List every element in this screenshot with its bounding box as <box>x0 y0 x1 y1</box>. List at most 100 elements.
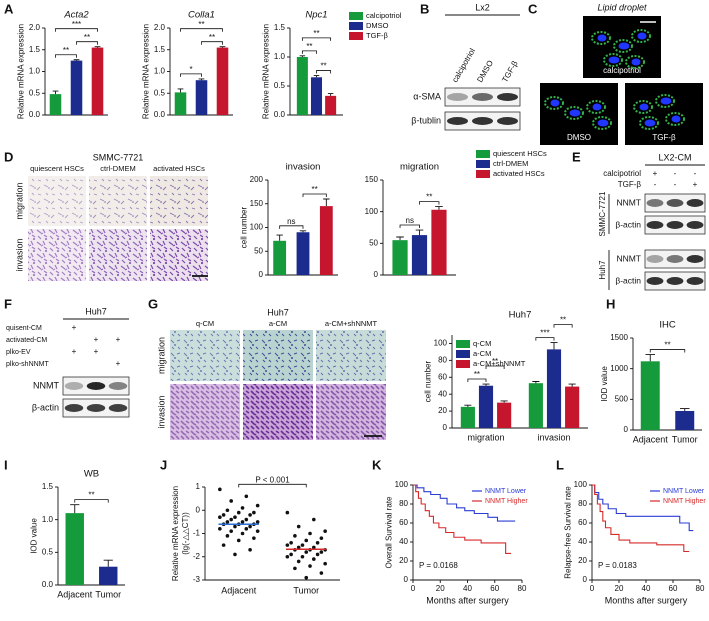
column-label: a-CM+shNNMT <box>325 319 378 328</box>
survival-line <box>592 484 690 553</box>
y-axis-label: Relative mRNA expression <box>142 24 151 119</box>
data-point <box>293 534 297 538</box>
data-point <box>319 571 324 575</box>
bar <box>565 386 580 428</box>
micrograph <box>170 330 240 381</box>
data-point <box>252 510 256 515</box>
panel-letter: C <box>528 1 538 16</box>
significance-label: * <box>189 65 192 74</box>
legend-swatch <box>476 170 490 178</box>
lane-label: calcipotriol <box>450 47 477 84</box>
data-point <box>244 527 249 531</box>
significance-label: ns <box>287 217 295 226</box>
y-axis-label: Relative mRNA expression <box>262 24 271 119</box>
condition-label: TGF-β <box>618 180 642 189</box>
x-tick-label: 80 <box>696 584 705 593</box>
x-tick-label: invasion <box>537 432 570 442</box>
y-tick-label: 500 <box>615 394 629 403</box>
y-axis-label: cell number <box>240 206 249 248</box>
y-tick-label: 60 <box>399 518 408 527</box>
error-bar <box>73 59 80 61</box>
blot-title: LX2-CM <box>658 152 691 162</box>
bar <box>70 60 83 115</box>
data-point <box>248 513 252 517</box>
condition-mark: + <box>72 323 77 332</box>
lipid-stain <box>591 31 611 45</box>
y-tick-label: 0.0 <box>29 110 41 119</box>
error-bar <box>177 88 184 93</box>
x-tick-label: Adjacent <box>633 434 669 444</box>
bar <box>49 94 62 115</box>
error-bar <box>645 354 655 362</box>
row-label: β-actin <box>615 219 641 229</box>
micrograph-tone <box>28 229 86 281</box>
lipid-stain <box>655 94 675 108</box>
legend-label: quiescent HSCs <box>493 149 547 158</box>
significance-bracket <box>302 193 327 197</box>
chart-title: IHC <box>659 320 676 331</box>
chart-title: WB <box>84 469 99 480</box>
data-point <box>289 552 293 557</box>
row-label: NNMT <box>616 253 641 263</box>
legend-label: a-CM <box>473 349 491 358</box>
legend-swatch <box>476 160 490 168</box>
legend-label: NNMT Higher <box>485 498 528 505</box>
y-tick-label: 1.0 <box>42 515 54 524</box>
blot-band <box>447 117 468 125</box>
nucleus <box>660 97 672 105</box>
condition-label: plko-shNNMT <box>6 361 50 368</box>
y-tick-label: 1 <box>196 482 201 491</box>
bar <box>195 80 208 115</box>
micrograph-tone <box>316 384 386 440</box>
significance-label: ** <box>313 29 319 38</box>
y-axis-label: Relapse-free Survival rate <box>564 486 573 579</box>
x-tick-label: Tumor <box>293 585 319 595</box>
bar <box>497 402 512 428</box>
data-point <box>240 520 245 524</box>
column-label: activated HSCs <box>153 164 205 173</box>
y-tick-label: 150 <box>250 199 264 208</box>
blot-band <box>666 277 684 285</box>
nucleus <box>671 115 681 123</box>
data-point <box>296 524 301 529</box>
panel-letter: F <box>4 296 12 311</box>
significance-label: *** <box>540 329 549 338</box>
image-label: calcipotriol <box>603 66 641 75</box>
y-axis-label: cell number <box>424 360 433 402</box>
row-label: NNMT <box>616 197 641 207</box>
y-tick-label: 0 <box>404 575 409 584</box>
error-bar <box>532 381 540 384</box>
legend-label: DMSO <box>366 21 389 30</box>
significance-bracket <box>649 349 686 353</box>
cell-line-label: Huh7 <box>598 260 607 280</box>
error-bar <box>435 206 443 210</box>
image-title: SMMC-7721 <box>93 152 144 162</box>
x-tick-label: 60 <box>669 584 678 593</box>
bar <box>99 566 118 585</box>
condition-label: calcipotriol <box>603 169 641 178</box>
condition-mark: + <box>72 347 77 356</box>
row-label: α-SMA <box>413 91 441 101</box>
y-tick-label: 100 <box>250 223 264 232</box>
significance-bracket <box>180 73 202 77</box>
y-tick-label: 0.5 <box>274 81 286 90</box>
blot-title: Huh7 <box>85 306 107 316</box>
micrograph-tone <box>170 330 240 381</box>
error-bar <box>464 404 472 407</box>
chart-title: invasion <box>286 162 321 173</box>
lipid-stain <box>586 100 606 114</box>
significance-label: ** <box>664 341 670 350</box>
error-bar <box>550 342 558 350</box>
data-point <box>312 517 316 522</box>
significance-bracket <box>180 28 223 32</box>
micrograph <box>316 330 386 381</box>
y-axis-label: IOD value <box>600 366 609 402</box>
micrograph <box>243 330 313 381</box>
annotation: P = 0.0168 <box>419 561 458 570</box>
error-bar <box>415 229 424 236</box>
condition-label: plko-EV <box>6 349 31 356</box>
lipid-stain <box>639 116 659 130</box>
row-label: β-actin <box>32 402 59 412</box>
significance-bracket <box>55 54 77 58</box>
x-tick-label: Adjacent <box>57 589 93 599</box>
